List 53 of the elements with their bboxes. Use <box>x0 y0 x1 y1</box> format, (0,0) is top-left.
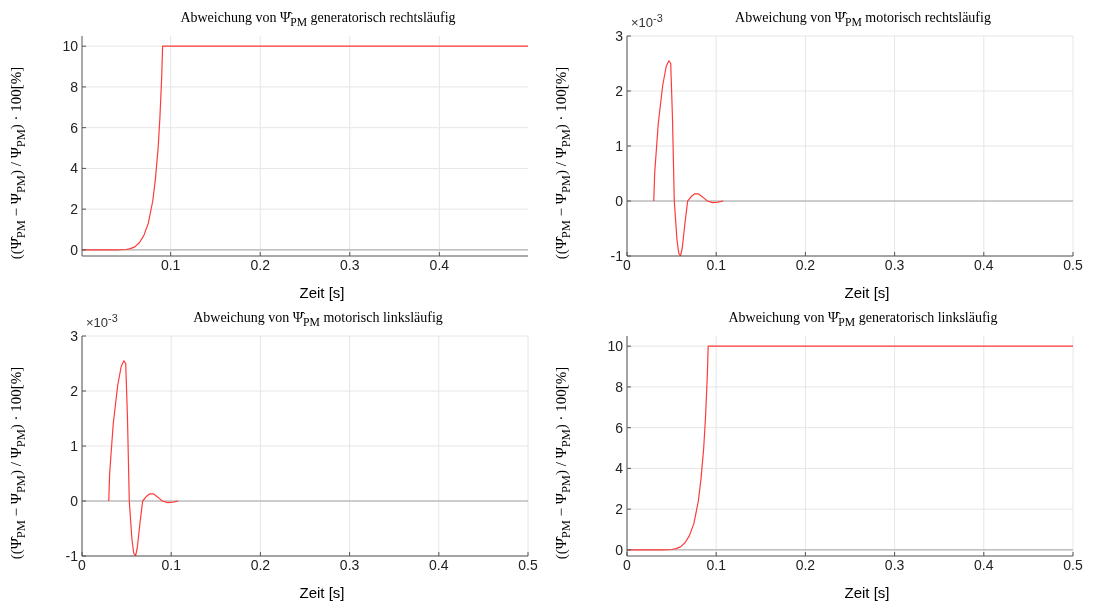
x-tick-label: 0.3 <box>339 556 360 573</box>
x-axis-title: Zeit [s] <box>843 284 891 301</box>
y-tick-label: 6 <box>615 419 624 436</box>
y-tick-label: 3 <box>70 327 79 344</box>
y-tick-label: 4 <box>70 160 79 177</box>
text: ×10$^{-3}$ <box>86 312 118 331</box>
x-tick-label: 0.1 <box>160 256 181 273</box>
y-tick-label: 0 <box>70 492 79 509</box>
y-tick-label: 0 <box>70 241 79 258</box>
x-tick-label: 0.4 <box>974 556 994 573</box>
x-tick-label: 0.2 <box>250 556 271 573</box>
y-tick-label: -1 <box>610 247 624 264</box>
x-tick-label: 0.1 <box>706 556 727 573</box>
x-tick-label: 0.3 <box>340 256 360 273</box>
x-tick-label: 0.5 <box>1063 556 1083 573</box>
x-tick-label: 0.2 <box>795 256 816 273</box>
line-series <box>108 360 179 556</box>
y-tick-label: 1 <box>70 437 79 454</box>
x-tick-label: 0.3 <box>884 256 905 273</box>
x-tick-label: 0.5 <box>518 556 538 573</box>
chart-title: Abweichung von Ψ̂$_{PM}$ generatorisch linksläufig <box>727 310 999 329</box>
y-tick-label: 2 <box>615 82 624 99</box>
chart-title: Abweichung von Ψ̂$_{PM}$ motorisch linksläufig <box>193 310 443 329</box>
x-tick-label: 0.5 <box>1063 256 1083 273</box>
chart-title: Abweichung von Ψ̂$_{PM}$ generatorisch rechtsläufig <box>179 10 457 29</box>
y-tick-label: 8 <box>615 378 624 395</box>
x-axis-title: Zeit [s] <box>298 284 346 301</box>
y-tick-label: 3 <box>615 27 624 44</box>
text: ×10$^{-3}$ <box>631 12 663 31</box>
x-tick-label: 0.2 <box>795 556 816 573</box>
y-tick-label: 10 <box>607 338 624 355</box>
x-tick-label: 0.4 <box>429 256 450 273</box>
x-tick-label: 0.1 <box>161 556 182 573</box>
chart-title: Abweichung von Ψ̂$_{PM}$ motorisch rechtsläufig <box>735 10 991 29</box>
y-tick-label: 1 <box>615 137 624 154</box>
x-tick-label: 0.3 <box>884 556 905 573</box>
y-tick-label: 2 <box>70 201 79 218</box>
y-tick-label: 10 <box>62 38 79 55</box>
y-tick-label: 0 <box>615 192 624 209</box>
y-tick-label: 4 <box>615 460 624 477</box>
y-tick-label: 2 <box>70 382 79 399</box>
x-tick-label: 0.2 <box>250 256 271 273</box>
y-tick-label: 0 <box>615 541 624 558</box>
line-series <box>653 60 724 256</box>
y-tick-label: -1 <box>65 547 79 564</box>
x-axis-title: Zeit [s] <box>843 584 891 601</box>
x-tick-label: 0.4 <box>429 556 449 573</box>
y-tick-label: 2 <box>615 501 624 518</box>
x-tick-label: 0.1 <box>706 256 727 273</box>
x-tick-label: 0.4 <box>974 256 994 273</box>
x-axis-title: Zeit [s] <box>298 584 346 601</box>
y-tick-label: 6 <box>70 119 79 136</box>
y-tick-label: 8 <box>70 78 79 95</box>
